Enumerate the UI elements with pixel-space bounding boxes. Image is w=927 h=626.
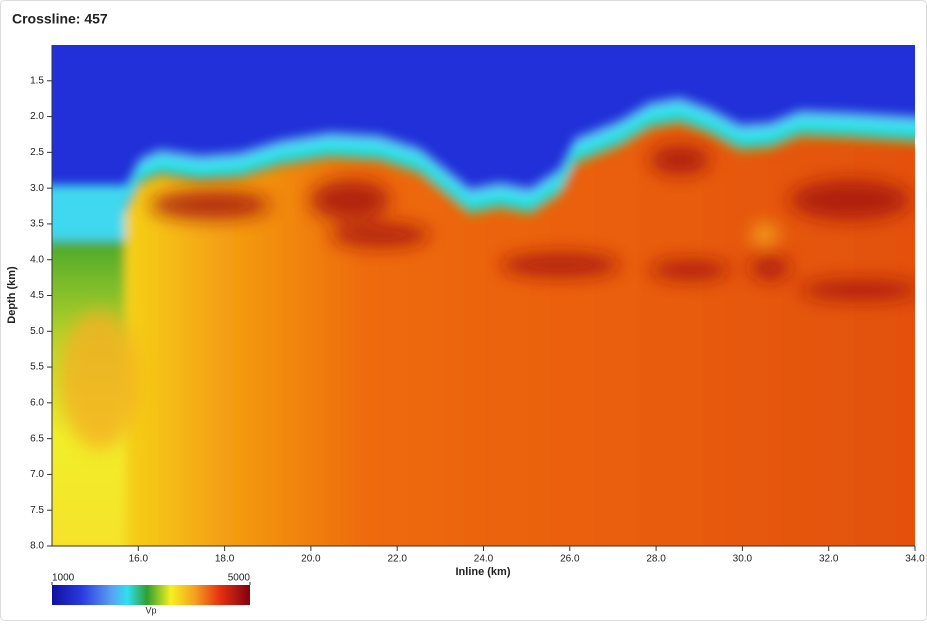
y-tick-label: 7.5 xyxy=(30,505,44,516)
x-axis-label: Inline (km) xyxy=(455,566,510,578)
y-tick-label: 2.0 xyxy=(30,111,44,122)
colorbar-tick-label: 1000 xyxy=(52,573,75,584)
y-tick-label: 6.5 xyxy=(30,433,44,444)
x-tick-label: 20.0 xyxy=(301,554,321,565)
y-tick-label: 1.5 xyxy=(30,75,44,86)
y-tick-label: 3.5 xyxy=(30,219,44,230)
y-tick-label: 7.0 xyxy=(30,469,44,480)
colorbar-label: Vp xyxy=(145,605,156,615)
x-tick-label: 18.0 xyxy=(215,554,235,565)
x-tick-label: 22.0 xyxy=(387,554,407,565)
y-tick-label: 4.5 xyxy=(30,290,44,301)
y-axis-label: Depth (km) xyxy=(6,266,18,324)
x-tick-label: 24.0 xyxy=(474,554,494,565)
y-tick-label: 6.0 xyxy=(30,397,44,408)
y-tick-label: 4.0 xyxy=(30,254,44,265)
y-tick-label: 8.0 xyxy=(30,541,44,552)
y-tick-label: 3.0 xyxy=(30,183,44,194)
x-tick-label: 30.0 xyxy=(733,554,753,565)
y-tick-label: 5.0 xyxy=(30,326,44,337)
x-tick-label: 26.0 xyxy=(560,554,580,565)
x-tick-label: 32.0 xyxy=(819,554,839,565)
x-tick-label: 16.0 xyxy=(129,554,149,565)
heatmap xyxy=(52,45,915,546)
x-tick-label: 28.0 xyxy=(646,554,666,565)
x-tick-label: 34.0 xyxy=(905,554,925,565)
y-tick-label: 2.5 xyxy=(30,147,44,158)
y-tick-label: 5.5 xyxy=(30,362,44,373)
chart-title: Crossline: 457 xyxy=(12,11,108,27)
colorbar xyxy=(52,585,250,605)
colorbar-tick-label: 5000 xyxy=(228,573,251,584)
